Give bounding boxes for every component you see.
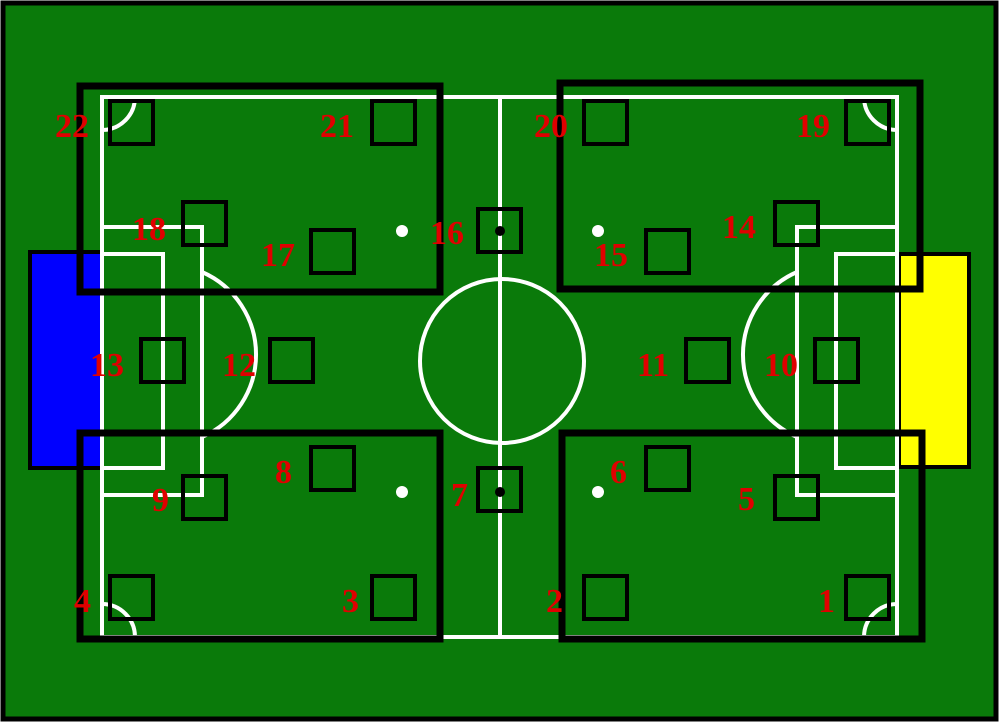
- position-square-2: [582, 574, 629, 621]
- spot: [396, 486, 408, 498]
- right-goal-area: [834, 252, 899, 470]
- center-circle: [418, 277, 586, 445]
- position-square-4: [108, 574, 155, 621]
- position-square-21: [370, 99, 417, 146]
- position-label-20: 20: [534, 108, 568, 145]
- position-label-14: 14: [722, 209, 756, 246]
- position-label-4: 4: [74, 583, 91, 620]
- pitch-lines: [100, 95, 899, 639]
- spot: [495, 487, 505, 497]
- position-square-16: [476, 207, 523, 254]
- position-labels: 1 2 3 4 5 6 7 8 9 10 11 12 13 14 15 16 1…: [55, 108, 835, 620]
- left-goal-area: [100, 252, 165, 470]
- left-penalty-arc: [201, 270, 258, 439]
- position-square-22: [108, 99, 155, 146]
- position-square-9: [181, 474, 228, 521]
- position-square-17: [309, 228, 356, 275]
- position-label-16: 16: [430, 215, 464, 252]
- position-square-1: [844, 574, 891, 621]
- zone-top-left: [76, 82, 444, 296]
- zone-bottom-right: [558, 429, 926, 643]
- position-square-18: [181, 200, 228, 247]
- spot: [396, 225, 408, 237]
- position-label-5: 5: [738, 481, 755, 518]
- position-label-10: 10: [764, 347, 798, 384]
- position-square-7: [476, 466, 523, 513]
- position-square-12: [268, 337, 315, 384]
- position-square-15: [644, 228, 691, 275]
- spots: [396, 225, 604, 498]
- position-label-19: 19: [796, 108, 830, 145]
- corner-arc-bottom-left: [101, 602, 137, 638]
- corner-arc-bottom-right: [862, 602, 898, 638]
- spot: [495, 226, 505, 236]
- position-label-12: 12: [222, 347, 256, 384]
- position-square-10: [813, 337, 860, 384]
- position-label-7: 7: [451, 477, 468, 514]
- zone-top-right: [556, 79, 924, 293]
- position-label-15: 15: [594, 237, 628, 274]
- position-label-21: 21: [320, 108, 354, 145]
- position-label-2: 2: [546, 583, 563, 620]
- position-label-22: 22: [55, 108, 89, 145]
- position-squares: [108, 99, 891, 621]
- position-label-13: 13: [90, 347, 124, 384]
- position-square-19: [844, 99, 891, 146]
- position-label-9: 9: [152, 482, 169, 519]
- position-square-8: [309, 445, 356, 492]
- position-label-11: 11: [637, 347, 669, 384]
- position-label-6: 6: [610, 454, 627, 491]
- zone-bottom-left: [76, 429, 444, 643]
- position-square-11: [684, 337, 731, 384]
- left-goal: [28, 250, 104, 470]
- position-label-18: 18: [132, 211, 166, 248]
- position-square-14: [773, 200, 820, 247]
- position-label-8: 8: [275, 454, 292, 491]
- position-label-1: 1: [818, 583, 835, 620]
- spot: [592, 486, 604, 498]
- zone-boxes: [76, 79, 926, 643]
- position-label-17: 17: [261, 237, 295, 274]
- position-square-13: [139, 337, 186, 384]
- position-square-6: [644, 445, 691, 492]
- position-square-5: [773, 474, 820, 521]
- position-label-3: 3: [342, 583, 359, 620]
- position-square-20: [582, 99, 629, 146]
- position-square-3: [370, 574, 417, 621]
- spot: [592, 225, 604, 237]
